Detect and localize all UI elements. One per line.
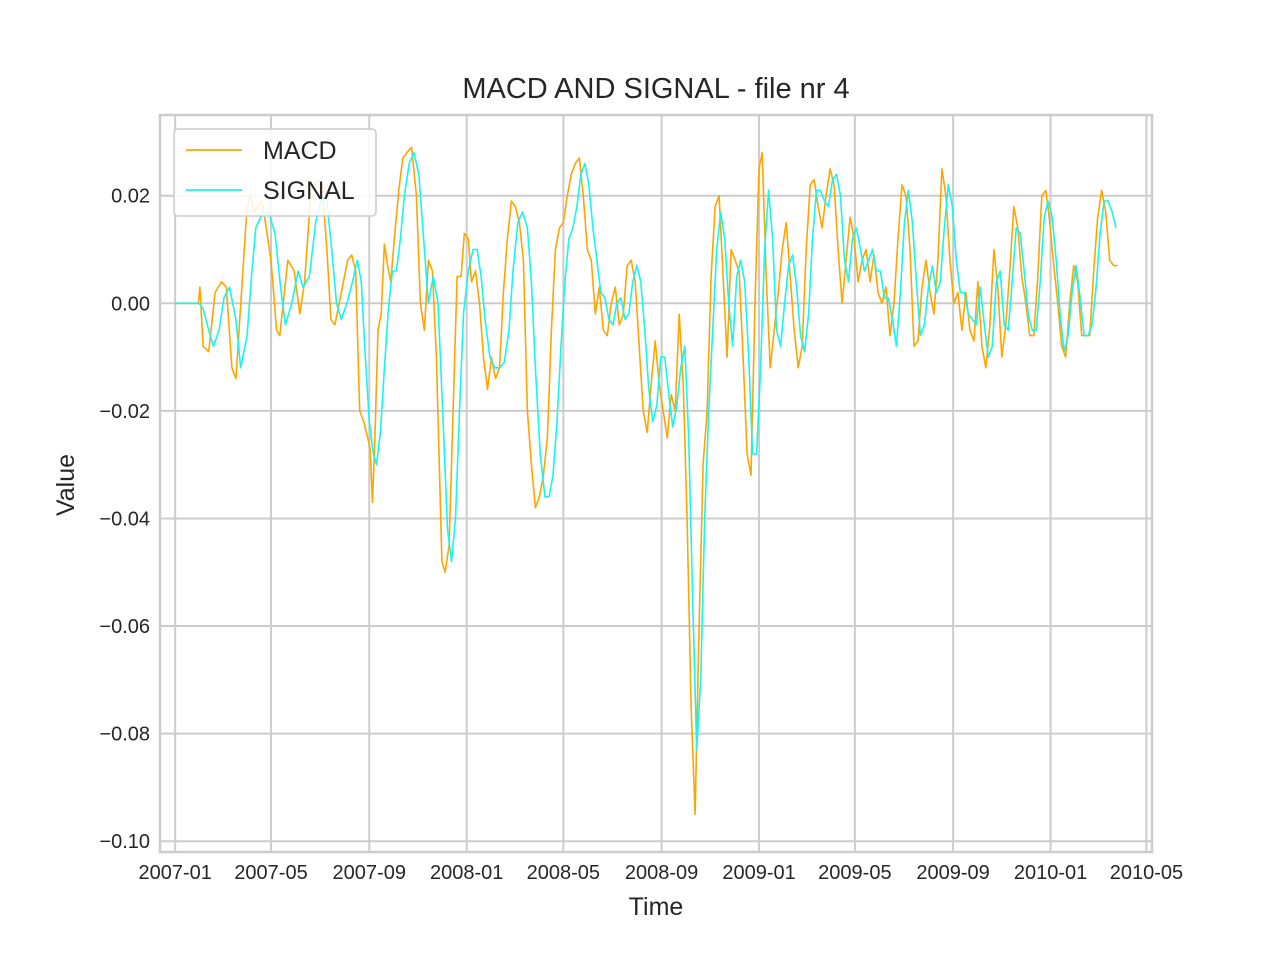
y-tick-label: −0.04 [99,508,150,530]
x-tick-label: 2007-05 [234,862,307,884]
x-tick-label: 2007-09 [333,862,406,884]
x-tick-label: 2010-01 [1014,862,1087,884]
chart-title: MACD AND SIGNAL - file nr 4 [462,73,849,105]
series-line-signal [175,151,1117,751]
y-tick-label: 0.00 [111,293,150,315]
x-tick-label: 2008-05 [527,862,600,884]
legend: MACD SIGNAL [173,128,377,217]
y-tick-label: −0.06 [99,616,150,638]
x-tick-label: 2009-01 [722,862,795,884]
x-tick-labels: 2007-01 2007-05 2007-09 2008-01 2008-05 2008-… [138,862,1183,884]
x-tick-label: 2008-09 [625,862,698,884]
x-axis-label: Time [629,893,684,921]
y-tick-label: −0.08 [99,724,150,746]
plot-area-frame [158,113,1154,854]
y-tick-label: −0.10 [99,831,150,853]
x-tick-label: 2009-09 [916,862,989,884]
y-tick-label: −0.02 [99,401,150,423]
x-tick-label: 2007-01 [138,862,211,884]
y-tick-label: 0.02 [111,186,150,208]
legend-label-macd: MACD [263,137,337,165]
y-axis-label: Value [52,454,80,516]
y-tick-labels: 0.02 0.00 −0.02 −0.04 −0.06 −0.08 −0.10 [99,186,150,854]
series-layer [175,146,1118,816]
x-tick-label: 2010-05 [1110,862,1183,884]
series-line-macd [175,146,1118,816]
x-tick-label: 2009-05 [818,862,891,884]
legend-label-signal: SIGNAL [263,177,355,205]
x-tick-label: 2008-01 [430,862,503,884]
